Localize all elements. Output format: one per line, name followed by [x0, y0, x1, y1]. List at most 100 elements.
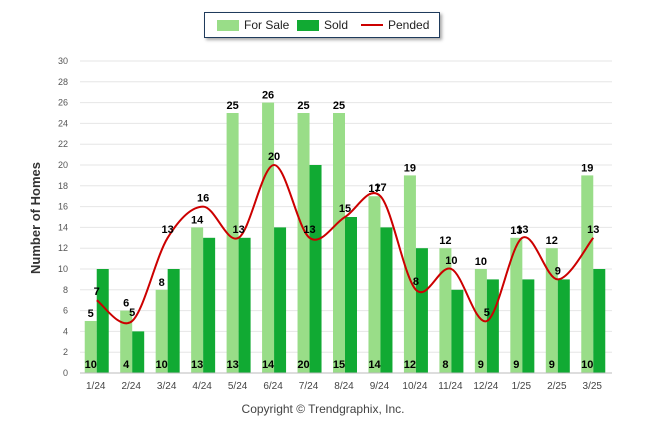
label-pended: 13: [587, 224, 599, 236]
x-tick-label: 9/24: [370, 381, 390, 392]
label-pended: 8: [413, 276, 419, 288]
label-pended: 9: [555, 265, 561, 277]
for-sale-swatch: [217, 19, 239, 31]
legend-label-sold: Sold: [324, 18, 349, 32]
label-sold: 10: [156, 359, 168, 371]
label-sold: 13: [226, 359, 238, 371]
y-tick-label: 28: [58, 77, 68, 87]
legend-item-for-sale[interactable]: For Sale: [217, 18, 289, 32]
bar-sold: [96, 269, 109, 373]
legend-item-pended[interactable]: Pended: [361, 18, 429, 32]
label-for-sale: 5: [88, 308, 94, 320]
y-tick-label: 6: [63, 306, 68, 316]
label-pended: 16: [197, 193, 209, 205]
bar-sold: [522, 279, 535, 373]
bar-sold: [451, 289, 464, 373]
x-tick-label: 1/25: [512, 381, 532, 392]
pended-swatch: [361, 24, 383, 26]
bar-for-sale: [474, 269, 487, 373]
data-labels: 5 10 6 4 8 10 14 13 25 13 26 14 25 20 25 15 17 14 19 12 12 8 1…: [85, 90, 600, 371]
x-tick-label: 11/24: [438, 381, 463, 392]
label-sold: 15: [333, 359, 345, 371]
bar-for-sale: [262, 102, 275, 373]
label-sold: 9: [478, 359, 484, 371]
y-tick-label: 0: [63, 368, 68, 378]
label-pended: 7: [94, 286, 100, 298]
bar-for-sale: [191, 227, 204, 373]
x-tick-label: 2/25: [547, 381, 567, 392]
x-tick-label: 2/24: [121, 381, 141, 392]
label-for-sale: 8: [159, 277, 165, 289]
y-tick-label: 10: [58, 264, 68, 274]
y-tick-label: 2: [63, 347, 68, 357]
legend-label-pended: Pended: [388, 18, 430, 32]
bar-for-sale: [368, 196, 381, 373]
bar-sold: [380, 227, 393, 373]
label-pended: 10: [445, 255, 457, 267]
legend-label-for-sale: For Sale: [244, 18, 290, 32]
bar-for-sale: [226, 113, 239, 373]
bar-sold: [167, 269, 180, 373]
y-tick-label: 24: [58, 118, 68, 128]
label-sold: 10: [85, 359, 97, 371]
x-tick-label: 6/24: [263, 381, 283, 392]
label-pended: 13: [303, 224, 315, 236]
pended-line: [96, 163, 595, 325]
label-pended: 13: [162, 224, 174, 236]
x-tick-label: 5/24: [228, 381, 248, 392]
y-tick-label: 22: [58, 139, 68, 149]
label-for-sale: 14: [191, 214, 204, 226]
label-pended: 20: [268, 151, 280, 163]
label-for-sale: 19: [581, 162, 593, 174]
bar-for-sale: [84, 321, 97, 373]
label-sold: 4: [123, 359, 130, 371]
bar-for-sale: [297, 113, 310, 373]
y-tick-label: 16: [58, 202, 68, 212]
bar-sold: [593, 269, 606, 373]
label-for-sale: 26: [262, 90, 274, 102]
bar-for-sale: [333, 113, 345, 373]
y-tick-label: 18: [58, 181, 68, 191]
label-sold: 8: [442, 359, 448, 371]
label-for-sale: 19: [404, 162, 416, 174]
x-tick-label: 3/24: [157, 381, 177, 392]
label-for-sale: 6: [123, 298, 129, 310]
bar-sold: [486, 279, 499, 373]
bar-sold: [309, 165, 322, 373]
label-sold: 9: [549, 359, 555, 371]
label-sold: 14: [368, 359, 381, 371]
legend-item-sold[interactable]: Sold: [297, 18, 348, 32]
x-tick-label: 7/24: [299, 381, 319, 392]
x-tick-label: 12/24: [473, 381, 498, 392]
label-sold: 14: [262, 359, 275, 371]
y-tick-label: 12: [58, 243, 68, 253]
y-tick-label: 20: [58, 160, 68, 170]
label-for-sale: 25: [333, 100, 345, 112]
label-pended: 15: [339, 203, 351, 215]
label-for-sale: 12: [439, 235, 451, 247]
x-tick-label: 4/24: [192, 381, 212, 392]
bar-for-sale: [439, 248, 452, 373]
x-tick-label: 8/24: [334, 381, 354, 392]
bar-for-sale: [403, 175, 416, 373]
label-sold: 20: [297, 359, 309, 371]
label-sold: 13: [191, 359, 203, 371]
label-pended: 5: [129, 307, 135, 319]
x-tick-label: 10/24: [402, 381, 427, 392]
bar-for-sale: [120, 310, 133, 373]
bar-sold: [557, 279, 570, 373]
bar-sold: [238, 237, 251, 373]
sold-swatch: [297, 19, 319, 31]
label-sold: 12: [404, 359, 416, 371]
bar-sold: [274, 227, 287, 373]
bar-sold: [415, 248, 428, 373]
label-for-sale: 13: [510, 225, 522, 237]
bar-sold: [345, 217, 357, 373]
label-pended: 13: [516, 224, 528, 236]
y-tick-label: 26: [58, 98, 68, 108]
bar-sold: [203, 237, 216, 373]
bar-for-sale: [581, 175, 594, 373]
y-tick-label: 4: [63, 326, 68, 336]
label-for-sale: 17: [368, 183, 380, 195]
